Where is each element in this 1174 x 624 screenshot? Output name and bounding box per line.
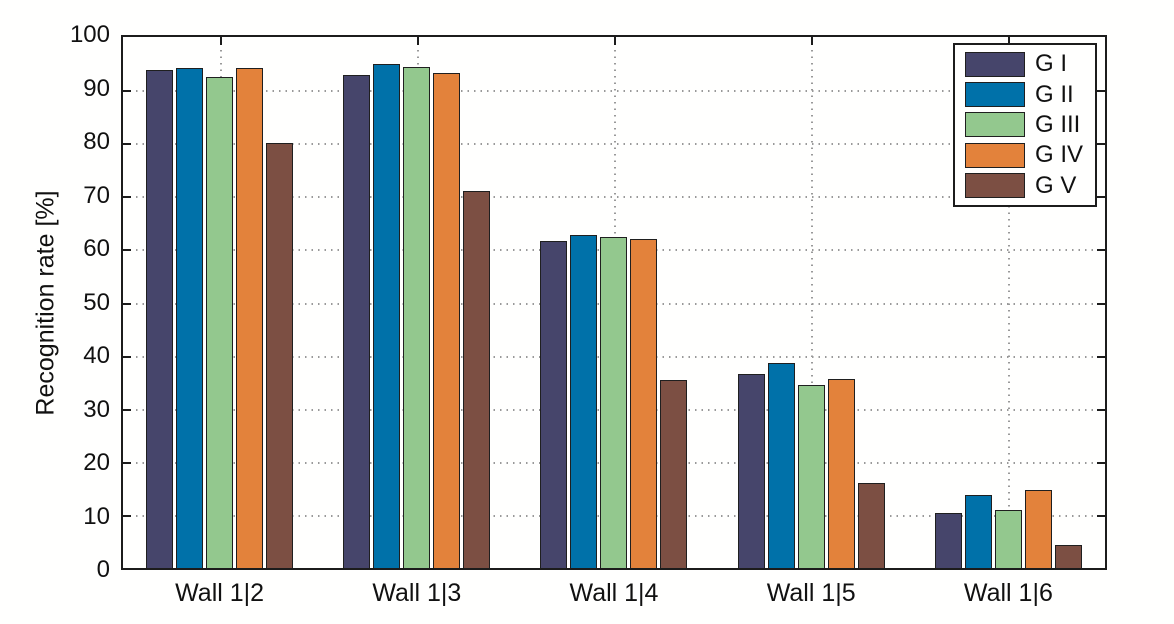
plot-area [121,35,1107,570]
bar [827,378,855,568]
bar [206,76,234,568]
legend-swatch [965,112,1025,138]
y-tick-right [1097,461,1105,464]
y-tick-label: 80 [83,128,110,155]
y-tick-right [1097,302,1105,305]
y-tick-right [1097,143,1105,146]
y-tick-left [123,461,131,464]
x-tick-label: Wall 1|4 [569,579,659,607]
bar [857,482,885,568]
bar [463,191,491,568]
legend-item: G I [965,50,1095,78]
y-tick-label: 20 [83,449,110,476]
y-tick-right [1097,514,1105,517]
bar [797,384,825,568]
bar [373,63,401,568]
x-tick-top [614,37,616,45]
y-tick-left [123,355,131,358]
x-tick-label: Wall 1|5 [766,579,856,607]
legend-swatch [965,51,1025,77]
x-tick-top [416,37,419,45]
bar [176,68,204,568]
bar [994,510,1022,568]
x-gridline [1008,37,1011,568]
y-tick-left [123,249,131,252]
y-tick-right [1097,249,1105,252]
bar-group [910,37,1107,568]
bar [433,73,461,568]
x-tick-top [219,37,222,45]
y-tick-right [1097,196,1105,199]
bar [1024,490,1052,568]
legend-label: G IV [1035,141,1084,169]
bar [540,240,568,568]
bar [146,69,174,568]
y-tick-right [1097,90,1105,93]
y-tick-left [123,514,131,517]
y-tick-label: 60 [83,235,110,262]
bar [660,380,688,568]
y-tick-label: 0 [96,556,110,583]
y-tick-left [123,408,131,411]
bar [934,512,962,568]
bar [964,494,992,568]
bar [1054,545,1082,568]
y-tick-label: 100 [69,21,110,48]
bar [767,363,795,568]
legend-label: G II [1035,80,1074,108]
bar [600,236,628,568]
x-gridline [811,37,814,568]
bar [403,67,431,568]
legend-swatch [965,142,1025,168]
y-tick-label: 50 [83,288,110,316]
y-tick-left [123,302,131,305]
y-tick-label: 90 [83,74,110,102]
bar [570,235,598,568]
legend-item: G III [965,111,1095,139]
x-tick-label: Wall 1|2 [175,579,265,607]
x-tick-label: Wall 1|3 [372,579,462,607]
y-tick-label: 30 [83,395,110,423]
bar [266,142,294,568]
legend-label: G I [1035,50,1068,78]
legend-label: G V [1035,171,1077,199]
legend-item: G V [965,172,1095,200]
bar-group [318,37,515,568]
legend-item: G IV [965,141,1095,169]
legend-swatch [965,173,1025,199]
legend-item: G II [965,81,1095,109]
bar-group [713,37,910,568]
y-tick-left [123,196,131,199]
x-tick-top [811,37,814,45]
bar-group [121,37,318,568]
legend-swatch [965,82,1025,108]
bar [343,74,371,568]
bar [630,238,658,568]
bar [737,373,765,568]
y-tick-left [123,143,131,146]
bar [236,68,264,568]
x-tick-top [1008,37,1011,45]
y-tick-right [1097,408,1105,411]
y-tick-label: 70 [83,181,110,209]
y-tick-label: 10 [83,502,110,530]
x-tick-label: Wall 1|6 [963,579,1053,607]
y-tick-label: 40 [83,342,110,369]
legend-label: G III [1035,110,1081,138]
y-tick-left [123,90,131,93]
bar-group [515,37,712,568]
y-tick-right [1097,355,1105,358]
